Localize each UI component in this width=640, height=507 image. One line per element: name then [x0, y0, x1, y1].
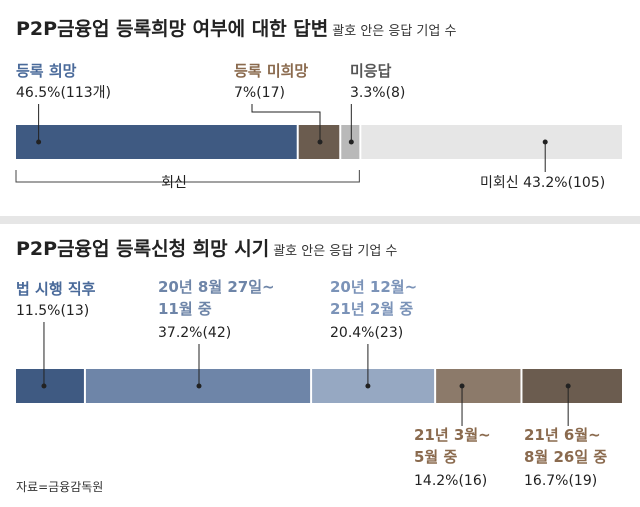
bar-segment — [312, 369, 435, 403]
leader-dot — [196, 383, 202, 389]
chart-subtitle: 괄호 안은 응답 기업 수 — [332, 24, 457, 39]
leader-dot — [317, 139, 323, 145]
legend-label-right-after-law: 법 시행 직후 — [16, 280, 96, 298]
bracket-label-replied: 회신 — [161, 175, 187, 191]
legend-label-dec-feb-line1: 20년 12월~ — [330, 278, 418, 296]
bar-segment — [16, 125, 297, 159]
legend-label-dec-feb-line2: 21년 2월 중 — [330, 300, 414, 318]
stacked-bar-chart-2 — [16, 322, 622, 426]
bar-segment — [522, 369, 622, 403]
leader-dot — [348, 139, 354, 145]
chart-title-text: P2P금융업 등록희망 여부에 대한 답변 — [16, 18, 329, 40]
legend-label-aug-nov-line1: 20년 8월 27일~ — [158, 278, 275, 296]
chart-panel-registration-intent: P2P금융업 등록희망 여부에 대한 답변 괄호 안은 응답 기업 수 등록 희망… — [0, 0, 640, 216]
data-label-dec-feb: 20.4%(23) — [330, 325, 404, 341]
legend-label-jun-aug-line1: 21년 6월~ — [524, 426, 601, 444]
data-label-no-reply: 미회신 43.2%(105) — [480, 175, 606, 191]
chart-title-text: P2P금융업 등록신청 희망 시기 — [16, 238, 270, 260]
data-label-jun-aug: 16.7%(19) — [524, 473, 598, 489]
leader-dot — [459, 383, 465, 389]
legend-label-mar-may-line2: 5월 중 — [414, 448, 458, 466]
legend-label-mar-may-line1: 21년 3월~ — [414, 426, 491, 444]
leader-dot — [565, 383, 571, 389]
leader-dot — [36, 139, 42, 145]
leader-dot — [365, 383, 371, 389]
legend-label-no-answer: 미응답 — [350, 62, 392, 80]
legend-label-aug-nov-line2: 11월 중 — [158, 300, 212, 318]
chart-title: P2P금융업 등록희망 여부에 대한 답변 괄호 안은 응답 기업 수 — [16, 14, 456, 41]
data-label-no-answer: 3.3%(8) — [350, 85, 406, 101]
data-label-right-after-law: 11.5%(13) — [16, 303, 90, 319]
chart-subtitle: 괄호 안은 응답 기업 수 — [273, 244, 398, 259]
chart-title: P2P금융업 등록신청 희망 시기 괄호 안은 응답 기업 수 — [16, 234, 397, 261]
data-label-aug-nov: 37.2%(42) — [158, 325, 232, 341]
source-note: 자료=금융감독원 — [16, 480, 104, 494]
stacked-bar-chart-1 — [15, 104, 622, 183]
panel-divider — [0, 216, 640, 224]
bar-segment — [16, 369, 84, 403]
data-label-mar-may: 14.2%(16) — [414, 473, 488, 489]
legend-label-jun-aug-line2: 8월 26일 중 — [524, 448, 608, 466]
chart-panel-registration-timing: P2P금융업 등록신청 희망 시기 괄호 안은 응답 기업 수 법 시행 직후 1… — [0, 224, 640, 507]
bar-segment — [361, 125, 622, 159]
leader-dot — [542, 139, 548, 145]
leader-line — [251, 104, 321, 142]
legend-label-registration-yes: 등록 희망 — [16, 62, 77, 80]
data-label-registration-yes: 46.5%(113개) — [16, 85, 112, 101]
bracket-replied — [15, 170, 360, 183]
legend-label-registration-no: 등록 미희망 — [234, 62, 309, 80]
data-label-registration-no: 7%(17) — [234, 85, 285, 101]
bar-segment — [436, 369, 521, 403]
leader-dot — [41, 383, 47, 389]
